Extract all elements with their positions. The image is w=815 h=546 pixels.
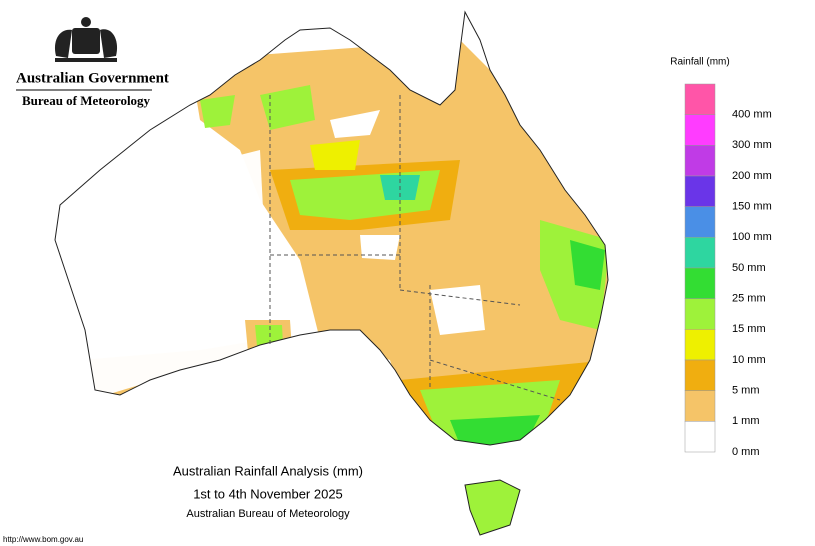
legend-label: 300 mm	[732, 139, 772, 151]
legend-title: Rainfall (mm)	[670, 57, 729, 68]
legend-label: 10 mm	[732, 354, 766, 366]
legend-swatch	[684, 145, 716, 177]
legend-swatch	[684, 359, 716, 391]
map-period: 1st to 4th November 2025	[193, 486, 343, 501]
legend-label: 5 mm	[732, 385, 760, 397]
agency-name: Australian Government	[16, 70, 169, 86]
legend-label: 0 mm	[732, 446, 760, 458]
legend-label: 100 mm	[732, 231, 772, 243]
legend-swatch	[684, 390, 716, 422]
australia-map	[54, 10, 609, 536]
legend-label: 150 mm	[732, 201, 772, 213]
legend-label: 400 mm	[732, 109, 772, 121]
legend-swatch	[684, 237, 716, 269]
legend-swatch	[684, 114, 716, 146]
legend-label: 200 mm	[732, 170, 772, 182]
legend-swatch	[684, 83, 716, 115]
crest	[54, 17, 118, 62]
legend: 400 mm 300 mm 200 mm 150 mm 100 mm 50 mm 25 mm…	[684, 83, 772, 458]
map-source: Australian Bureau of Meteorology	[186, 508, 350, 520]
legend-label: 25 mm	[732, 293, 766, 305]
legend-swatch	[684, 421, 716, 453]
legend-swatch	[684, 175, 716, 207]
url: http://www.bom.gov.au	[3, 535, 83, 544]
legend-swatch	[684, 329, 716, 361]
legend-swatch	[684, 298, 716, 330]
map-title: Australian Rainfall Analysis (mm)	[173, 463, 363, 478]
bureau-name: Bureau of Meteorology	[22, 93, 151, 108]
legend-label: 15 mm	[732, 323, 766, 335]
legend-label: 50 mm	[732, 262, 766, 274]
legend-swatch	[684, 267, 716, 299]
legend-swatch	[684, 206, 716, 238]
legend-label: 1 mm	[732, 415, 760, 427]
